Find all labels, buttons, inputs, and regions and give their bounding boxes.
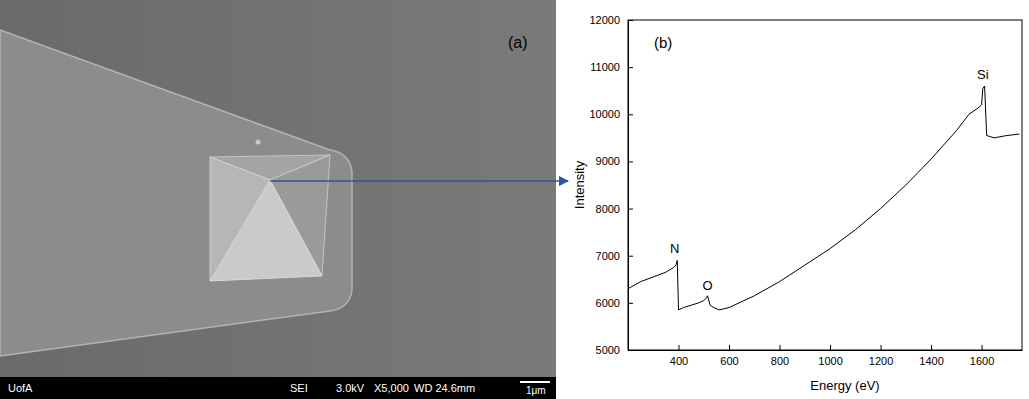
x-tick: 1000: [818, 345, 842, 367]
x-tick-label: 1200: [869, 355, 893, 367]
info-text: 3.0kV: [336, 382, 365, 394]
y-axis: 5000 6000 7000 8000 9000 10000 11000 12000: [589, 14, 633, 356]
x-tick: 400: [670, 345, 688, 367]
y-tick-label: 11000: [590, 61, 620, 73]
y-tick: 9000: [596, 155, 633, 167]
sem-background: [0, 0, 556, 377]
y-tick-mark: [628, 114, 633, 115]
y-tick-label: 8000: [596, 203, 620, 215]
cantilever: [0, 30, 352, 356]
y-tick-mark: [628, 209, 633, 210]
x-tick: 1200: [869, 345, 893, 367]
x-tick-label: 1400: [919, 355, 943, 367]
info-text: WD 24.6mm: [414, 382, 475, 394]
spectrum-chart: 400 600 800 1000 1200 1400 1600 5000 6000 7000 800…: [572, 14, 1023, 393]
y-tick-label: 10000: [589, 108, 620, 120]
y-tick: 7000: [596, 250, 633, 262]
info-text: UofA: [8, 382, 33, 394]
info-text: 1μm: [526, 385, 546, 396]
x-tick-mark: [881, 345, 882, 350]
particle: [256, 140, 261, 145]
peak-label: O: [702, 278, 712, 293]
x-tick: 600: [720, 345, 738, 367]
plot-frame: [628, 20, 1022, 350]
y-tick: 6000: [596, 297, 633, 309]
spectrum-line: [628, 86, 1019, 310]
y-tick-mark: [628, 256, 633, 257]
x-tick-label: 600: [720, 355, 738, 367]
x-tick-label: 800: [771, 355, 789, 367]
y-tick-label: 6000: [596, 297, 620, 309]
x-tick-mark: [931, 345, 932, 350]
scale-bar: [520, 381, 550, 383]
x-tick-mark: [982, 345, 983, 350]
info-bar: [0, 377, 556, 399]
x-tick-mark: [830, 345, 831, 350]
figure: (a) UofA SEI 3.0kV X5,000 WD 24.6mm 1μm 400 600 8…: [0, 0, 1029, 399]
peak-label: Si: [977, 67, 989, 82]
y-tick-mark: [628, 303, 633, 304]
panel-label: (a): [508, 34, 528, 51]
y-tick: 11000: [590, 61, 633, 73]
y-tick-mark: [628, 67, 633, 68]
y-tick-label: 7000: [596, 250, 620, 262]
x-tick-label: 1600: [970, 355, 994, 367]
y-tick: 8000: [596, 203, 633, 215]
y-tick-label: 5000: [596, 344, 620, 356]
y-tick: 12000: [589, 14, 633, 26]
x-tick: 800: [771, 345, 789, 367]
info-text: SEI: [290, 382, 308, 394]
x-axis: 400 600 800 1000 1200 1400 1600: [629, 345, 1023, 367]
plot-marks: [628, 86, 1019, 310]
x-tick: 1600: [970, 345, 994, 367]
panel-label: (b): [654, 34, 672, 51]
x-tick-mark: [729, 345, 730, 350]
x-axis-title: Energy (eV): [810, 378, 879, 393]
y-tick-label: 12000: [589, 14, 620, 26]
x-tick: 1400: [919, 345, 943, 367]
arrow: [270, 180, 568, 182]
info-text: X5,000: [374, 382, 409, 394]
y-tick-mark: [628, 161, 633, 162]
y-tick-label: 9000: [596, 155, 620, 167]
x-tick-label: 400: [670, 355, 688, 367]
y-tick: 5000: [596, 344, 633, 356]
peak-label: N: [670, 241, 679, 256]
x-tick-label: 1000: [818, 355, 842, 367]
y-tick: 10000: [589, 108, 633, 120]
x-tick-mark: [780, 345, 781, 350]
y-axis-title: Intensity: [572, 160, 587, 209]
pyramid-facet: [210, 157, 270, 281]
sem-image: (a) UofA SEI 3.0kV X5,000 WD 24.6mm 1μm: [0, 0, 556, 399]
plot-area: [628, 20, 1022, 350]
x-tick-mark: [679, 345, 680, 350]
